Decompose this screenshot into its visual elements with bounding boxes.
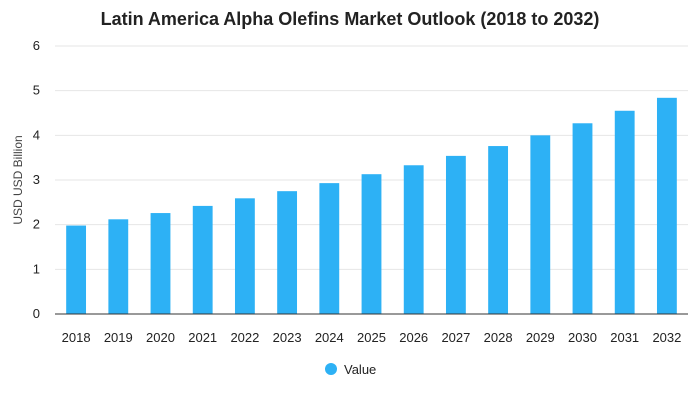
bar-2019[interactable] [108,219,129,314]
x-tick-label-2026: 2026 [399,330,428,345]
bar-2020[interactable] [150,213,171,314]
bar-2024[interactable] [319,183,340,314]
bar-2026[interactable] [403,165,424,314]
x-tick-label-2022: 2022 [230,330,259,345]
y-tick-label: 0 [33,306,40,321]
bar-2023[interactable] [277,191,298,314]
bar-2031[interactable] [614,110,635,315]
y-tick-label: 4 [33,127,40,142]
x-axis-ticks: 2018 2019 2020 2021 2022 2023 2024 2025 2026 2027… [62,330,682,345]
x-tick-label-2032: 2032 [652,330,681,345]
legend[interactable]: Value [325,362,376,377]
x-tick-label-2023: 2023 [273,330,302,345]
x-tick-label-2030: 2030 [568,330,597,345]
y-tick-label: 6 [33,38,40,53]
bar-2028[interactable] [488,146,509,314]
x-tick-label-2028: 2028 [484,330,513,345]
x-tick-label-2020: 2020 [146,330,175,345]
bars [66,97,677,315]
x-tick-label-2024: 2024 [315,330,344,345]
y-tick-label: 5 [33,83,40,98]
y-axis-ticks: 0 1 2 3 4 5 6 [33,38,40,321]
x-tick-label-2018: 2018 [62,330,91,345]
bar-2032[interactable] [656,97,677,315]
x-tick-label-2029: 2029 [526,330,555,345]
bar-2021[interactable] [192,205,213,314]
y-tick-label: 3 [33,172,40,187]
bar-2022[interactable] [234,198,255,314]
chart-title: Latin America Alpha Olefins Market Outlo… [101,9,600,29]
x-tick-label-2021: 2021 [188,330,217,345]
legend-swatch-value[interactable] [325,363,337,375]
x-tick-label-2031: 2031 [610,330,639,345]
x-tick-label-2019: 2019 [104,330,133,345]
y-tick-label: 1 [33,261,40,276]
x-tick-label-2025: 2025 [357,330,386,345]
legend-label-value[interactable]: Value [344,362,376,377]
x-tick-label-2027: 2027 [441,330,470,345]
y-axis-title: USD USD Billion [11,135,25,224]
bar-2029[interactable] [530,135,551,314]
bar-2030[interactable] [572,123,593,314]
y-tick-label: 2 [33,217,40,232]
bar-2025[interactable] [361,174,382,314]
bar-2027[interactable] [445,155,466,314]
bar-2018[interactable] [66,225,87,314]
